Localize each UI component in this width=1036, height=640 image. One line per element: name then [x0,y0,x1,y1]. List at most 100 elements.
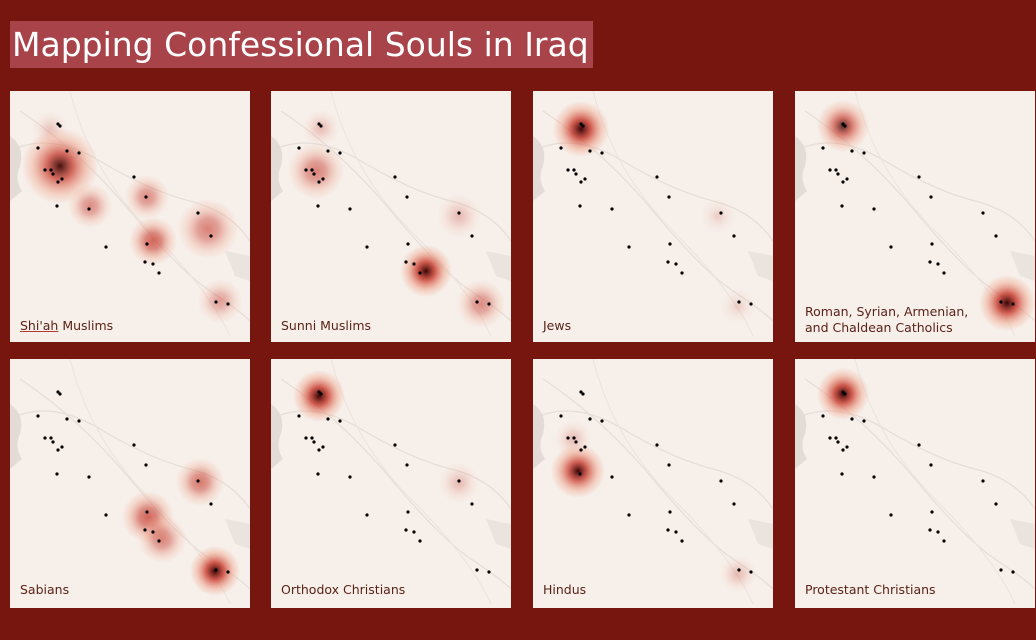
city-point [51,440,55,444]
city-point [317,448,321,452]
city-point [316,472,320,476]
panel-label: Orthodox Christians [281,582,406,597]
city-point [56,180,60,184]
city-point [719,211,723,215]
map-panel-shiah-muslims[interactable]: Shi'ah Muslims [10,91,250,342]
city-point [317,122,321,126]
city-point [850,149,854,153]
city-point [297,146,301,150]
city-point [457,479,461,483]
city-point [572,436,576,440]
city-point [365,513,369,517]
city-point [588,417,592,421]
city-point [87,207,91,211]
city-point [828,436,832,440]
city-point [732,234,736,238]
city-point [226,570,230,574]
city-point [312,440,316,444]
city-point [836,172,840,176]
city-point [841,122,845,126]
heat-blob [22,128,98,204]
city-point [406,510,410,514]
city-point [850,417,854,421]
map-panel-sabians[interactable]: Sabians [10,359,250,608]
city-point [297,414,301,418]
heat-blob [437,194,481,238]
heat-blob [288,143,344,199]
page-title: Mapping Confessional Souls in Iraq [10,21,593,68]
city-point [319,392,323,396]
map-panel-sunni-muslims[interactable]: Sunni Muslims [271,91,511,342]
heat-blob [129,217,177,265]
city-point [574,440,578,444]
city-points [36,122,230,306]
heat-blob [700,198,736,234]
city-point [917,443,921,447]
city-point [143,528,147,532]
city-point [845,445,849,449]
city-point [1011,302,1015,306]
heat-blob [720,556,756,592]
city-point [338,151,342,155]
map-panel-jews[interactable]: Jews [533,91,773,342]
city-point [412,262,416,266]
city-point [55,472,59,476]
heat-blob [979,275,1035,331]
city-point [889,245,893,249]
city-point [674,262,678,266]
city-point [680,271,684,275]
city-point [674,530,678,534]
basemap [533,91,773,337]
city-point [666,260,670,264]
city-point [36,146,40,150]
city-points [559,390,753,574]
city-point [144,195,148,199]
city-point [405,463,409,467]
map-panel-hindus[interactable]: Hindus [533,359,773,608]
city-point [143,260,147,264]
city-point [312,172,316,176]
city-point [209,502,213,506]
city-point [928,260,932,264]
city-point [917,175,921,179]
city-point [929,463,933,467]
city-point [60,177,64,181]
heatmap-sabians [10,359,250,605]
map-panel-catholics[interactable]: Roman, Syrian, Armenian, and Chaldean Ca… [795,91,1035,342]
heat-blob [138,515,186,563]
map-panel-protestant-christians[interactable]: Protestant Christians [795,359,1035,608]
city-point [157,539,161,543]
city-point [994,234,998,238]
map-panel-orthodox-christians[interactable]: Orthodox Christians [271,359,511,608]
city-points [297,122,491,306]
city-point [196,211,200,215]
city-point [994,502,998,506]
panel-label: Jews [543,318,572,333]
city-point [316,204,320,208]
city-point [144,463,148,467]
city-point [470,502,474,506]
city-point [226,302,230,306]
heat-layer [122,458,240,596]
city-point [667,463,671,467]
city-point [317,390,321,394]
city-point [821,414,825,418]
city-point [749,570,753,574]
city-point [412,530,416,534]
city-point [862,151,866,155]
city-point [936,262,940,266]
city-point [87,475,91,479]
city-point [936,530,940,534]
city-point [56,448,60,452]
city-point [317,180,321,184]
city-point [929,195,933,199]
city-point [588,149,592,153]
city-point [326,149,330,153]
city-point [600,419,604,423]
panel-label: Shi'ah Muslims [20,318,114,333]
heat-blob [439,463,479,503]
city-point [55,204,59,208]
city-point [49,168,53,172]
city-points [297,390,491,574]
city-point [326,417,330,421]
